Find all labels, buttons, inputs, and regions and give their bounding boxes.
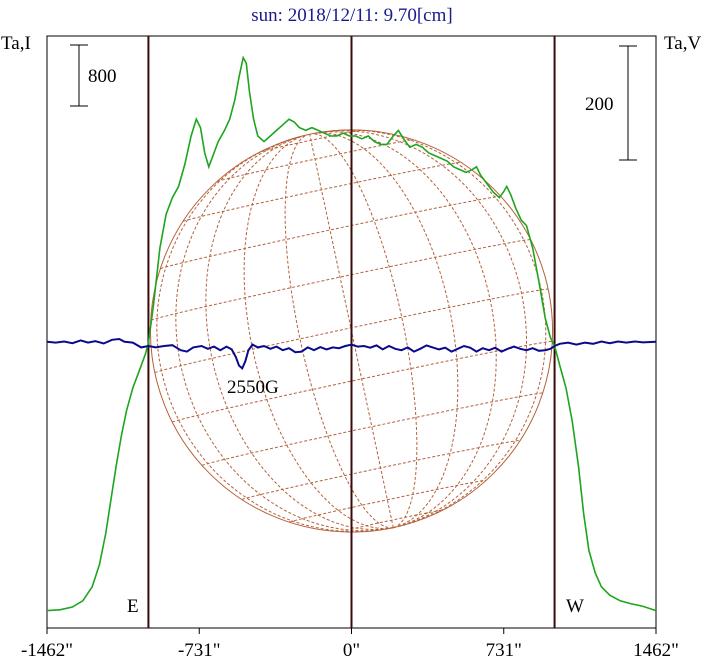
latitude-line bbox=[172, 340, 553, 423]
x-tick-label: 1462" bbox=[633, 640, 679, 661]
left-axis-label: Ta,I bbox=[1, 33, 31, 54]
latitude-line bbox=[216, 139, 414, 182]
limb-label-east: E bbox=[127, 596, 139, 617]
latitude-line bbox=[340, 509, 443, 533]
meridian-line bbox=[205, 135, 394, 531]
chart-title: sun: 2018/12/11: 9.70[cm] bbox=[251, 5, 452, 26]
latitude-line bbox=[150, 239, 531, 321]
meridian-line bbox=[156, 139, 394, 533]
right-axis-label: Ta,V bbox=[664, 33, 701, 54]
x-tick-label: -731" bbox=[178, 640, 221, 661]
series-polarization-line bbox=[46, 337, 657, 371]
meridian-line bbox=[243, 135, 394, 530]
vertical-markers bbox=[147, 36, 556, 628]
meridian-line bbox=[316, 131, 497, 529]
x-axis-ticks: -1462" -731" 0" 731" 1462" bbox=[21, 628, 679, 661]
meridian-line bbox=[175, 135, 394, 532]
limb-label-west: W bbox=[566, 596, 584, 617]
scale-bar-left bbox=[70, 44, 88, 107]
x-tick-label: 0" bbox=[343, 640, 360, 661]
meridian-line bbox=[314, 132, 459, 529]
meridian-line bbox=[309, 134, 394, 528]
series-intensity-line bbox=[46, 55, 657, 612]
sunspot-annotation: 2550G bbox=[227, 377, 279, 398]
latitude-line bbox=[160, 195, 501, 270]
meridian-line bbox=[329, 129, 547, 529]
scale-bar-right bbox=[619, 45, 637, 161]
scale-bar-right-label: 200 bbox=[585, 94, 614, 115]
latitude-line bbox=[260, 129, 362, 153]
solar-disk-grid bbox=[149, 129, 554, 533]
latitude-line bbox=[241, 439, 521, 501]
x-tick-label: -1462" bbox=[21, 640, 73, 661]
latitude-line bbox=[289, 479, 486, 523]
meridian-line bbox=[312, 133, 418, 529]
x-tick-label: 731" bbox=[486, 640, 522, 661]
latitude-line bbox=[182, 161, 461, 222]
scale-bar-left-label: 800 bbox=[88, 66, 117, 87]
meridian-line bbox=[318, 130, 527, 529]
